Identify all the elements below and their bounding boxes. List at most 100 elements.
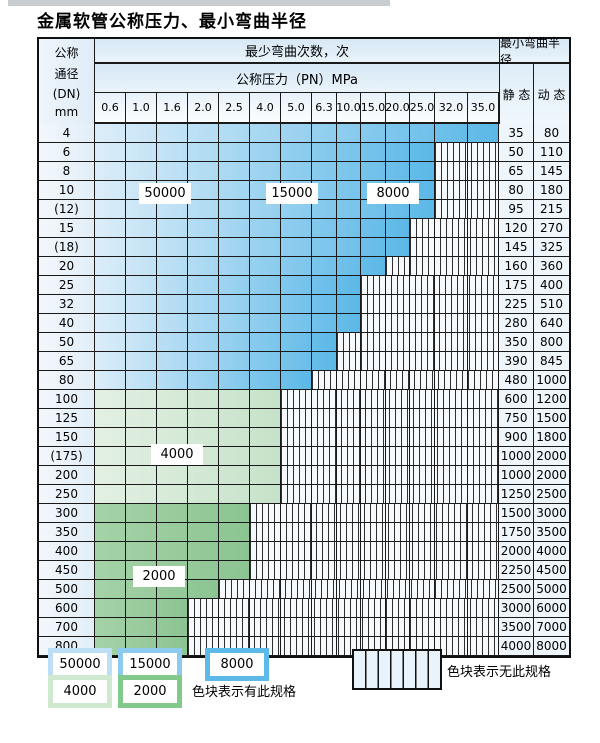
spec-cell (126, 219, 157, 237)
spec-cell (219, 637, 250, 655)
spec-cell (157, 504, 188, 522)
spec-cell (410, 542, 435, 560)
spec-cell (468, 409, 499, 427)
spec-cell (468, 238, 499, 256)
spec-cell (95, 314, 126, 332)
spec-cell (157, 599, 188, 617)
spec-cell (281, 637, 312, 655)
spec-row-dn-8 (95, 162, 499, 181)
spec-cell (281, 542, 312, 560)
spec-cell (312, 238, 337, 256)
spec-cell (337, 295, 361, 313)
dynamic-radius-value: 3500 (534, 523, 569, 542)
spec-cell (386, 580, 410, 598)
spec-cell (386, 409, 410, 427)
spec-cell (337, 276, 361, 294)
spec-cell (468, 314, 499, 332)
dynamic-radius-value: 6000 (534, 599, 569, 618)
spec-cell (157, 542, 188, 560)
spec-cell (95, 219, 126, 237)
spec-cell (219, 295, 250, 313)
spec-cell (312, 580, 337, 598)
spec-cell (435, 238, 468, 256)
spec-cell (410, 580, 435, 598)
spec-cell (188, 504, 219, 522)
spec-cell (126, 637, 157, 655)
pressure-col-header: 6.3 (312, 93, 337, 124)
dynamic-radius-value: 4000 (534, 542, 569, 561)
spec-cell (386, 295, 410, 313)
dynamic-radius-value: 110 (534, 143, 569, 162)
spec-cell (410, 295, 435, 313)
spec-cell (386, 390, 410, 408)
page-title: 金属软管公称压力、最小弯曲半径 (37, 12, 307, 32)
spec-cell (337, 447, 361, 465)
spec-cell (410, 485, 435, 503)
static-radius-value: 225 (499, 295, 534, 314)
spec-cell (219, 390, 250, 408)
dn-label: 500 (39, 580, 95, 599)
dn-label: 350 (39, 523, 95, 542)
spec-cell (219, 580, 250, 598)
spec-cell (361, 200, 386, 218)
dn-label: 40 (39, 314, 95, 333)
spec-cell (281, 371, 312, 389)
pressure-col-header: 1.0 (126, 93, 157, 124)
spec-cell (468, 276, 499, 294)
spec-cell (250, 143, 281, 161)
spec-cell (95, 523, 126, 541)
dynamic-radius-value: 2000 (534, 447, 569, 466)
spec-cell (219, 599, 250, 617)
spec-cell (219, 314, 250, 332)
spec-cell (410, 504, 435, 522)
dynamic-radius-value: 5000 (534, 580, 569, 599)
dynamic-radius-value: 1000 (534, 371, 569, 390)
spec-cell (337, 618, 361, 636)
spec-cell (157, 523, 188, 541)
spec-cell (435, 447, 468, 465)
spec-cell (157, 618, 188, 636)
spec-cell (219, 542, 250, 560)
dn-label: 4 (39, 124, 95, 143)
spec-cell (188, 523, 219, 541)
spec-row-dn-4 (95, 124, 499, 143)
spec-cell (386, 428, 410, 446)
spec-cell (386, 352, 410, 370)
spec-cell (337, 314, 361, 332)
spec-cell (361, 542, 386, 560)
spec-cell (435, 523, 468, 541)
spec-cell (361, 371, 386, 389)
spec-cell (435, 200, 468, 218)
spec-cell (468, 561, 499, 579)
spec-cell (188, 276, 219, 294)
spec-cell (188, 352, 219, 370)
spec-cell (435, 409, 468, 427)
static-radius-value: 1000 (499, 447, 534, 466)
spec-cell (361, 504, 386, 522)
spec-cell (126, 352, 157, 370)
spec-cell (188, 485, 219, 503)
spec-cell (95, 200, 126, 218)
spec-cell (361, 580, 386, 598)
spec-cell (410, 257, 435, 275)
spec-cell (219, 523, 250, 541)
spec-cell (219, 409, 250, 427)
spec-cell (312, 276, 337, 294)
spec-cell (337, 466, 361, 484)
spec-cell (435, 371, 468, 389)
spec-cell (468, 257, 499, 275)
spec-cell (95, 390, 126, 408)
spec-cell (410, 599, 435, 617)
spec-cell (157, 390, 188, 408)
dynamic-radius-value: 215 (534, 200, 569, 219)
spec-cell (410, 618, 435, 636)
spec-cell (386, 599, 410, 617)
spec-cell (361, 447, 386, 465)
spec-cell (312, 428, 337, 446)
spec-cell (361, 428, 386, 446)
spec-cell (219, 561, 250, 579)
spec-cell (126, 409, 157, 427)
pressure-col-header: 10.0 (336, 93, 361, 124)
hose-spec-table: 公称 通径 (DN) mm 最少弯曲次数，次 最小弯曲半径 公称压力（PN）MPa 静… (37, 36, 571, 658)
spec-cell (188, 428, 219, 446)
